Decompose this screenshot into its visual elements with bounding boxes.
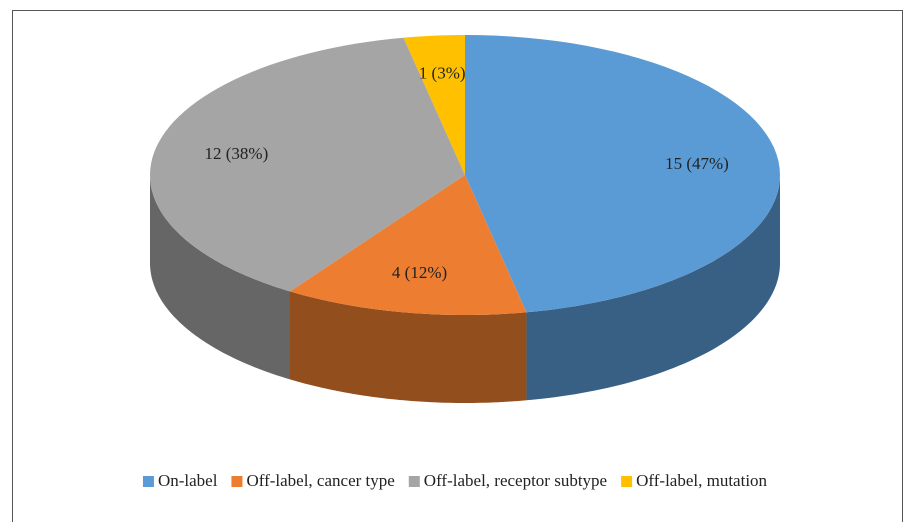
slice-side [150, 175, 290, 380]
legend-label: On-label [158, 471, 218, 490]
legend-label: Off-label, mutation [636, 471, 767, 490]
data-label: 1 (3%) [419, 64, 466, 83]
slice-side [526, 175, 780, 401]
legend-swatch [621, 476, 633, 487]
data-label: 4 (12%) [392, 263, 447, 282]
slice [403, 35, 465, 175]
slice [289, 175, 527, 315]
legend-swatch [231, 476, 243, 487]
slice [150, 37, 465, 292]
legend-swatch [408, 476, 420, 487]
data-label: 15 (47%) [665, 154, 729, 173]
legend-label: Off-label, receptor subtype [424, 471, 607, 490]
slice-side [289, 291, 527, 403]
legend-swatch [142, 476, 154, 487]
data-label: 12 (38%) [205, 144, 269, 163]
legend-label: Off-label, cancer type [246, 471, 394, 490]
slice [465, 35, 780, 313]
